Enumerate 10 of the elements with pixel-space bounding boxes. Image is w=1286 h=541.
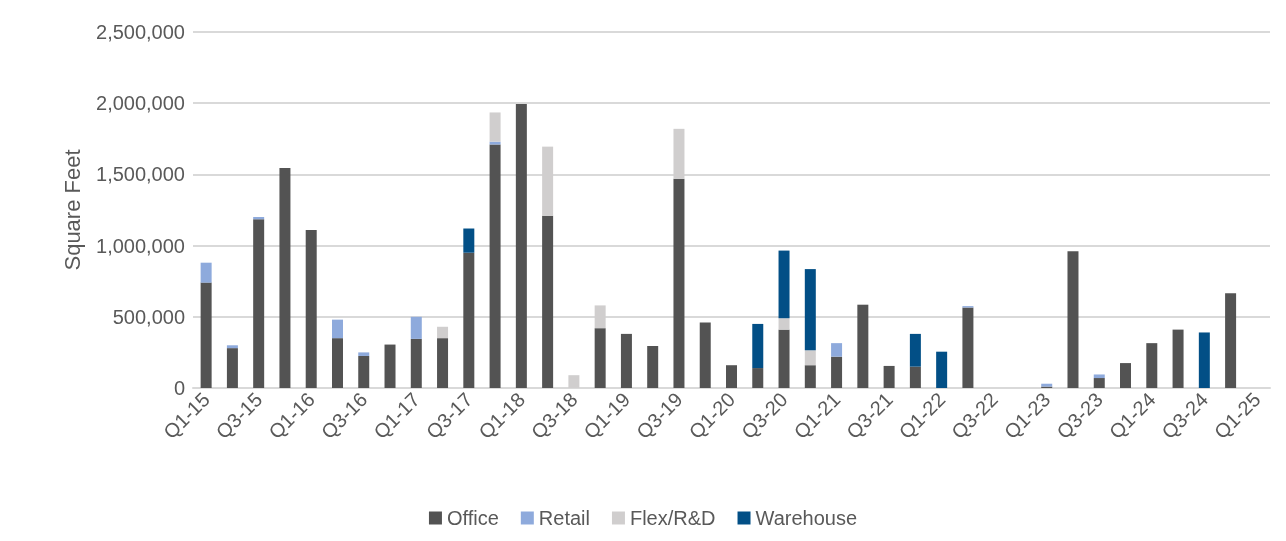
legend-label: Office — [446, 507, 499, 529]
y-tick-label: 1,500,000 — [96, 163, 185, 186]
y-axis-title: Square Feet — [59, 149, 85, 271]
y-tick-label: 2,500,000 — [96, 21, 185, 43]
y-tick-label: 500,000 — [112, 305, 185, 328]
y-tick-label: 1,000,000 — [96, 234, 185, 257]
legend-label: Retail — [538, 507, 590, 529]
legend-label: Flex/R&D — [629, 507, 716, 529]
legend-label: Warehouse — [755, 507, 858, 529]
y-tick-label: 2,000,000 — [96, 92, 185, 115]
